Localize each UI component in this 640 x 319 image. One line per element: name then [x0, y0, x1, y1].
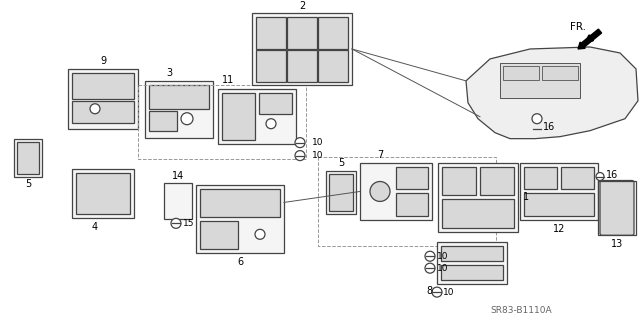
Text: 4: 4: [92, 222, 98, 232]
Circle shape: [532, 114, 542, 124]
Bar: [287, 50, 317, 82]
Bar: [441, 246, 503, 261]
Bar: [138, 85, 306, 159]
Circle shape: [533, 125, 541, 133]
Bar: [524, 167, 557, 189]
Bar: [396, 167, 428, 189]
Text: 5: 5: [25, 180, 31, 189]
Bar: [256, 50, 286, 82]
Circle shape: [171, 219, 181, 228]
Polygon shape: [466, 47, 638, 139]
Text: 5: 5: [338, 158, 344, 167]
Bar: [72, 168, 134, 219]
Text: 8: 8: [426, 286, 432, 296]
Bar: [598, 181, 636, 235]
Text: 16: 16: [543, 122, 556, 132]
Bar: [17, 142, 39, 174]
Bar: [149, 85, 209, 109]
Bar: [326, 171, 356, 214]
Circle shape: [425, 251, 435, 261]
Bar: [164, 183, 192, 219]
Bar: [437, 242, 507, 284]
Circle shape: [432, 287, 442, 297]
Bar: [442, 167, 476, 196]
Bar: [542, 66, 578, 80]
Bar: [259, 93, 292, 114]
Text: 10: 10: [437, 264, 449, 273]
Text: 16: 16: [606, 169, 618, 180]
Text: 10: 10: [443, 288, 454, 297]
Text: 14: 14: [172, 171, 184, 181]
Circle shape: [90, 104, 100, 114]
Bar: [318, 50, 348, 82]
Bar: [196, 185, 284, 253]
Bar: [480, 167, 514, 196]
Bar: [442, 199, 514, 228]
Circle shape: [295, 151, 305, 160]
Text: FR.: FR.: [570, 22, 586, 32]
Text: 13: 13: [611, 239, 623, 249]
Text: 11: 11: [222, 75, 234, 85]
Bar: [396, 193, 428, 216]
Text: 15: 15: [183, 219, 195, 228]
Bar: [256, 17, 286, 49]
Bar: [145, 81, 213, 138]
Bar: [72, 101, 134, 123]
Bar: [14, 139, 42, 176]
Text: 6: 6: [237, 257, 243, 267]
Text: 9: 9: [100, 56, 106, 66]
Text: 10: 10: [437, 252, 449, 261]
FancyBboxPatch shape: [600, 181, 634, 235]
Bar: [252, 13, 352, 85]
Circle shape: [295, 138, 305, 148]
Text: 10: 10: [312, 151, 323, 160]
Text: 10: 10: [312, 138, 323, 147]
Circle shape: [370, 182, 390, 201]
Bar: [76, 173, 130, 214]
Text: 1: 1: [523, 192, 529, 203]
Circle shape: [425, 263, 435, 273]
Text: 12: 12: [553, 224, 565, 234]
Circle shape: [181, 113, 193, 125]
Bar: [503, 66, 539, 80]
Bar: [329, 174, 353, 211]
Bar: [500, 63, 580, 98]
FancyArrow shape: [578, 29, 602, 49]
Bar: [200, 189, 280, 217]
Text: 3: 3: [166, 68, 172, 78]
Bar: [438, 163, 518, 232]
Bar: [561, 167, 594, 189]
Bar: [72, 73, 134, 99]
Text: 7: 7: [377, 150, 383, 160]
Text: SR83-B1110A: SR83-B1110A: [490, 306, 552, 315]
Bar: [318, 17, 348, 49]
Circle shape: [266, 119, 276, 129]
Circle shape: [255, 229, 265, 239]
Circle shape: [596, 173, 604, 181]
Bar: [524, 193, 594, 216]
Text: 2: 2: [299, 1, 305, 11]
Bar: [441, 265, 503, 280]
Bar: [520, 163, 598, 220]
Bar: [149, 111, 177, 131]
Bar: [318, 157, 496, 246]
Bar: [200, 221, 238, 249]
Bar: [68, 69, 138, 129]
Bar: [360, 163, 432, 220]
Bar: [287, 17, 317, 49]
Bar: [218, 89, 296, 144]
Bar: [222, 93, 255, 140]
